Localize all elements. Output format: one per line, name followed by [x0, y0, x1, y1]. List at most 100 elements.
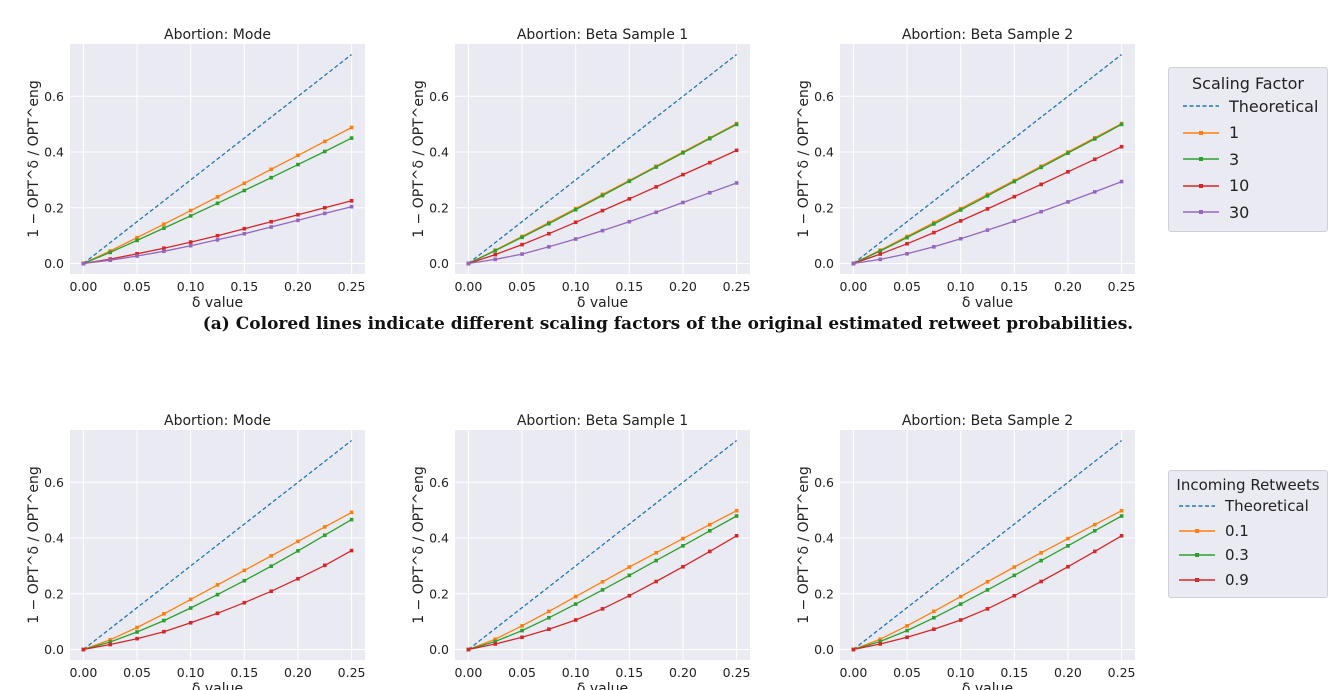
- x-tick-label: 0.05: [123, 665, 151, 680]
- x-tick-label: 0.20: [669, 665, 697, 680]
- data-point: [600, 588, 605, 592]
- data-point: [681, 544, 685, 548]
- x-tick-label: 0.15: [230, 279, 258, 294]
- data-point: [734, 514, 739, 518]
- data-point: [958, 602, 963, 606]
- data-point: [707, 549, 712, 554]
- y-axis-label-text: 1 − OPT^δ / OPT^eng: [796, 80, 812, 238]
- data-point: [905, 635, 909, 640]
- legend-entry: 10: [1169, 173, 1327, 200]
- data-point: [296, 549, 300, 553]
- x-tick-label: 0.15: [1000, 279, 1028, 294]
- chart-panel-4: 0.00 0.05 0.10 0.15 0.20 0.25 0.0 0.2 0.4 0.6 Abor…: [26, 413, 366, 690]
- chart-title: Abortion: Beta Sample 1: [517, 27, 688, 43]
- y-axis-label-text: 1 − OPT^δ / OPT^eng: [411, 80, 427, 238]
- data-point: [958, 219, 963, 223]
- y-tick-label: 0.4: [429, 145, 449, 160]
- x-tick-label: 0.10: [947, 279, 975, 294]
- y-axis-label: 1 − OPT^δ / OPT^eng: [411, 80, 427, 238]
- data-point: [932, 245, 936, 249]
- data-point: [349, 136, 354, 140]
- series-line-theoretical: [853, 439, 1122, 651]
- legend-swatch: [1183, 157, 1219, 162]
- data-point: [851, 261, 856, 266]
- data-point: [269, 564, 273, 568]
- data-point: [162, 249, 166, 254]
- y-tick-label: 0.2: [814, 200, 834, 215]
- chart-title: Abortion: Beta Sample 2: [902, 27, 1073, 43]
- data-point: [1119, 179, 1124, 184]
- data-point: [135, 251, 139, 256]
- data-point: [81, 647, 86, 652]
- data-point: [242, 600, 247, 605]
- data-point: [269, 167, 273, 172]
- data-point: [1039, 165, 1043, 170]
- x-tick-label: 0.15: [1000, 665, 1028, 680]
- data-point: [269, 589, 273, 594]
- data-point: [162, 618, 166, 623]
- data-point: [681, 151, 685, 155]
- y-tick-label: 0.6: [814, 89, 834, 104]
- data-point: [1119, 534, 1124, 538]
- data-point: [322, 533, 327, 538]
- data-point: [242, 231, 247, 236]
- x-tick-label: 0.25: [723, 665, 751, 680]
- data-point: [905, 628, 909, 633]
- data-point: [600, 208, 605, 213]
- chart-panel-2: 0.00 0.05 0.10 0.15 0.20 0.25 0.0 0.2 0.4 0.6 Abor…: [411, 27, 751, 311]
- data-point: [215, 592, 220, 597]
- data-point: [162, 222, 166, 227]
- data-point: [188, 597, 193, 602]
- data-point: [707, 522, 712, 527]
- y-tick-label: 0.4: [814, 531, 834, 546]
- data-point: [269, 225, 273, 229]
- data-point: [958, 236, 963, 241]
- data-point: [878, 249, 883, 253]
- data-point: [878, 257, 883, 262]
- data-point: [296, 212, 300, 217]
- legend-swatch: [1183, 210, 1219, 215]
- data-point: [269, 175, 273, 180]
- legend-label: Theoretical: [1229, 96, 1319, 116]
- x-tick-label: 0.10: [562, 665, 590, 680]
- data-point: [493, 639, 498, 644]
- data-point: [878, 637, 883, 642]
- y-tick-label: 0.6: [429, 89, 449, 104]
- y-tick-label: 0.4: [814, 145, 834, 160]
- y-tick-label: 0.0: [429, 256, 449, 271]
- y-axis-label: 1 − OPT^δ / OPT^eng: [26, 466, 42, 624]
- data-point: [1012, 219, 1017, 223]
- x-tick-label: 0.15: [615, 665, 643, 680]
- data-point: [1066, 564, 1070, 569]
- data-point: [627, 219, 632, 224]
- data-point: [1012, 573, 1017, 578]
- figure-caption: (a) Colored lines indicate different sca…: [202, 314, 1134, 334]
- data-point: [547, 627, 551, 631]
- data-point: [322, 205, 327, 210]
- data-point: [493, 252, 498, 257]
- y-tick-label: 0.2: [44, 200, 64, 215]
- data-point: [215, 201, 220, 206]
- data-point: [1039, 182, 1043, 187]
- legend-entry: 1: [1169, 120, 1327, 147]
- data-point: [1012, 194, 1017, 199]
- legend-label: 30: [1229, 202, 1250, 222]
- x-tick-label: 0.05: [893, 665, 921, 680]
- data-point: [349, 548, 354, 553]
- data-point: [135, 630, 139, 634]
- data-point: [878, 642, 883, 646]
- data-point: [734, 534, 739, 538]
- data-point: [188, 243, 193, 248]
- legend-entry: 0.1: [1169, 519, 1327, 544]
- y-axis-label-text: 1 − OPT^δ / OPT^eng: [26, 80, 42, 238]
- x-tick-label: 0.20: [669, 279, 697, 294]
- data-point: [958, 208, 963, 212]
- data-point: [322, 525, 327, 529]
- y-tick-label: 0.2: [44, 586, 64, 601]
- data-point: [269, 554, 273, 558]
- data-point: [958, 594, 963, 599]
- x-axis-label: δ value: [962, 295, 1013, 311]
- data-point: [707, 190, 712, 195]
- x-tick-label: 0.10: [177, 279, 205, 294]
- y-tick-label: 0.2: [429, 586, 449, 601]
